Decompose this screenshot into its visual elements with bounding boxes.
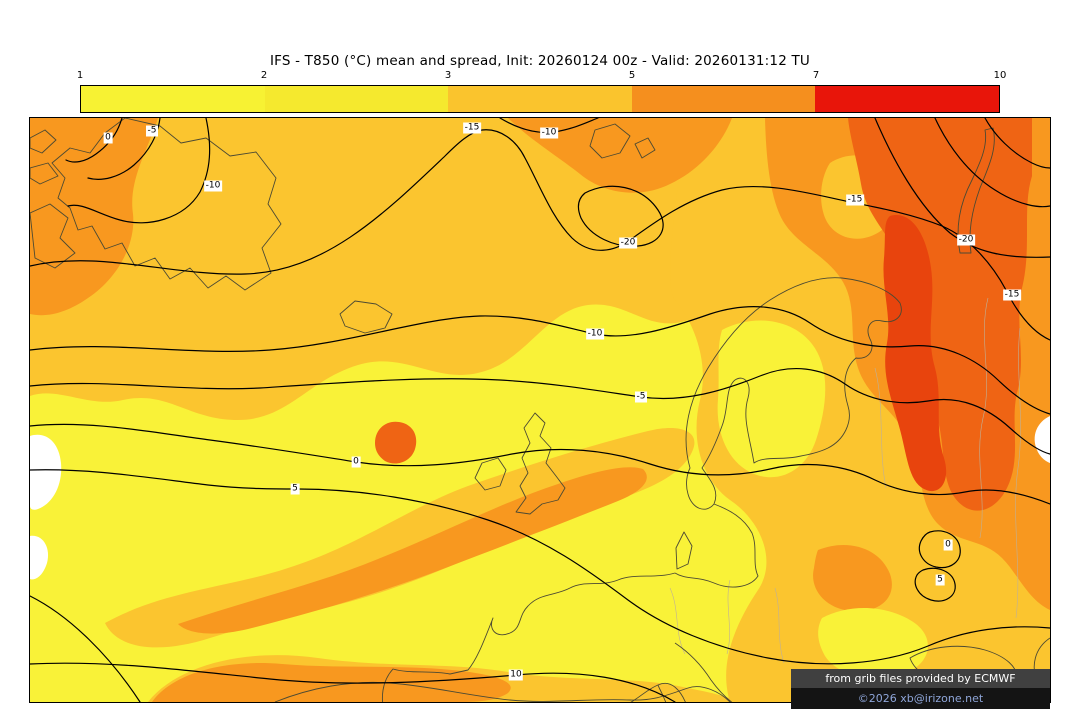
temperature-contour [30,367,1050,455]
spread-region [508,118,732,193]
svalbard-coastline [634,137,656,159]
scandinavia-coastline [685,277,902,510]
baltic-coastline [674,503,759,588]
colorbar-segment-7-10 [815,86,999,112]
country-border [874,367,887,489]
italy-coastline [657,683,686,702]
balkan-greece-coastline [674,642,733,702]
iceland-coastline [339,300,393,334]
colorbar-segment-5-7 [631,86,816,112]
spread-fill-layer [30,118,1050,702]
temperature-contour [918,530,961,569]
spread-region [717,320,826,478]
north-africa-coastline [274,681,731,702]
spread-region [1034,416,1050,463]
contour-layer [30,118,1050,702]
spread-region [813,544,892,612]
colorbar-segment-1-2 [81,86,265,112]
colorbar-tick-label: 10 [993,70,1007,81]
country-border [979,297,989,539]
colorbar: 1 2 3 5 7 10 [76,70,1007,113]
denmark-coastline [675,531,693,570]
map-frame [29,117,1051,703]
temperature-contour [30,423,1050,505]
country-border [774,587,785,664]
greenland-coastline [51,118,282,291]
temperature-contour [67,118,211,224]
arctic-island-coastline [30,203,76,269]
spread-region [30,535,49,580]
temperature-contour [65,118,123,163]
temperature-contour [577,185,664,247]
colorbar-tick-label: 2 [260,70,268,81]
colorbar-segment-2-3 [264,86,449,112]
arctic-island-coastline [30,129,57,154]
spread-region [375,421,417,464]
spread-region [105,427,695,648]
spread-region [30,118,158,316]
temperature-contour [30,595,141,702]
provider-credit-text: from grib files provided by ECMWF [825,672,1016,685]
colorbar-tick-label: 7 [812,70,820,81]
colorbar-tick-label: 3 [444,70,452,81]
novaya-zemlya-coastline [957,127,995,254]
spread-region [818,607,928,679]
credit-bar-copyright: ©2026 xb@irizone.net [791,688,1050,709]
map-canvas [30,118,1050,702]
chart-title: IFS - T850 (°C) mean and spread, Init: 2… [269,53,811,69]
country-border [1015,327,1021,619]
colorbar-segment-3-5 [448,86,632,112]
uk-coastline [515,412,566,515]
temperature-contour [984,118,1050,169]
country-border-layer [669,297,1021,664]
colorbar-tick-label: 1 [76,70,84,81]
western-europe-coastline [381,572,676,702]
copyright-text: ©2026 xb@irizone.net [857,692,984,705]
svalbard-coastline [589,123,631,159]
colorbar-ticks: 1 2 3 5 7 10 [76,70,1007,83]
spread-region [30,434,62,510]
colorbar-segments [80,85,1000,113]
temperature-contour [874,118,1050,258]
temperature-contour [934,118,1050,208]
arctic-island-coastline [30,162,59,185]
spread-region [178,467,647,634]
spread-region [883,215,947,492]
temperature-contour [914,567,956,602]
credit-bar-provider: from grib files provided by ECMWF [791,669,1050,688]
colorbar-tick-label: 5 [628,70,636,81]
ireland-coastline [474,457,507,491]
temperature-contour [30,469,1050,665]
temperature-contour [30,662,676,702]
temperature-contour [30,306,1050,415]
